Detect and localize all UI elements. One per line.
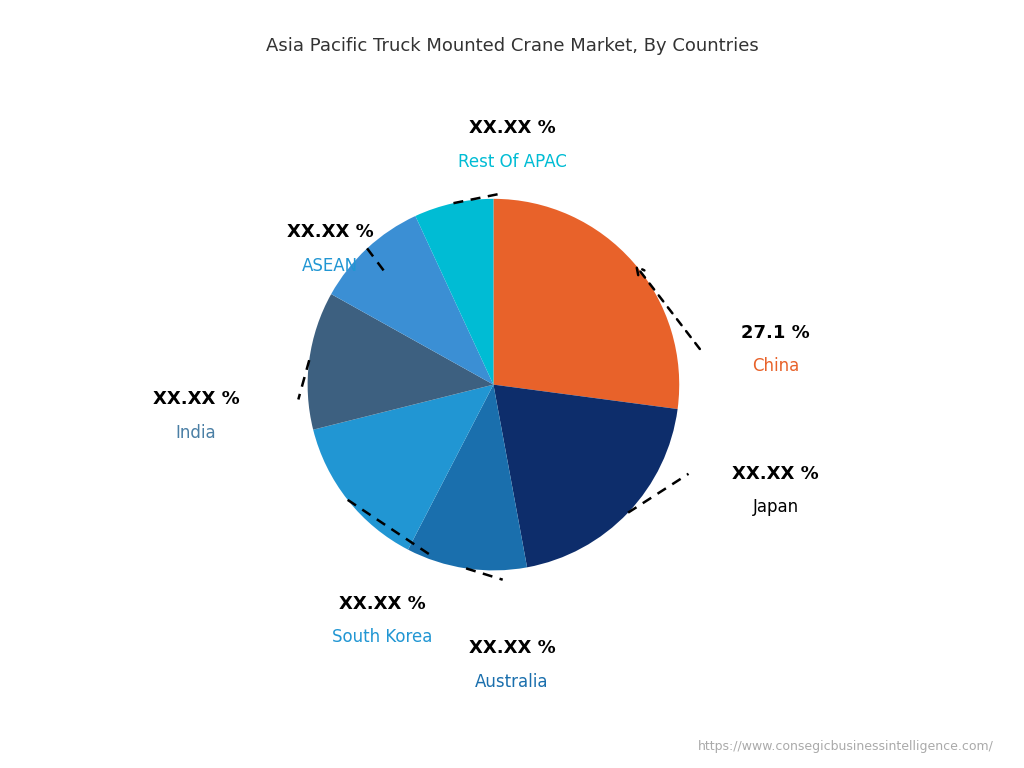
- Text: https://www.consegicbusinessintelligence.com/: https://www.consegicbusinessintelligence…: [697, 740, 993, 753]
- Text: ASEAN: ASEAN: [302, 257, 358, 275]
- Text: XX.XX %: XX.XX %: [469, 119, 555, 137]
- Text: China: China: [753, 357, 800, 375]
- Wedge shape: [331, 216, 494, 385]
- Text: Australia: Australia: [475, 673, 549, 691]
- Text: XX.XX %: XX.XX %: [339, 595, 425, 613]
- Wedge shape: [494, 385, 678, 568]
- Wedge shape: [408, 385, 527, 571]
- Text: Rest Of APAC: Rest Of APAC: [458, 153, 566, 170]
- Text: 27.1 %: 27.1 %: [741, 323, 810, 342]
- Text: India: India: [176, 424, 216, 442]
- Text: XX.XX %: XX.XX %: [153, 390, 240, 409]
- Wedge shape: [416, 199, 494, 385]
- Text: South Korea: South Korea: [332, 628, 432, 647]
- Text: XX.XX %: XX.XX %: [287, 223, 374, 241]
- Wedge shape: [313, 385, 494, 550]
- Wedge shape: [494, 199, 679, 409]
- Text: XX.XX %: XX.XX %: [732, 465, 819, 483]
- Text: Asia Pacific Truck Mounted Crane Market, By Countries: Asia Pacific Truck Mounted Crane Market,…: [265, 37, 759, 55]
- Text: Japan: Japan: [753, 498, 799, 516]
- Text: XX.XX %: XX.XX %: [469, 640, 555, 657]
- Wedge shape: [307, 294, 494, 429]
